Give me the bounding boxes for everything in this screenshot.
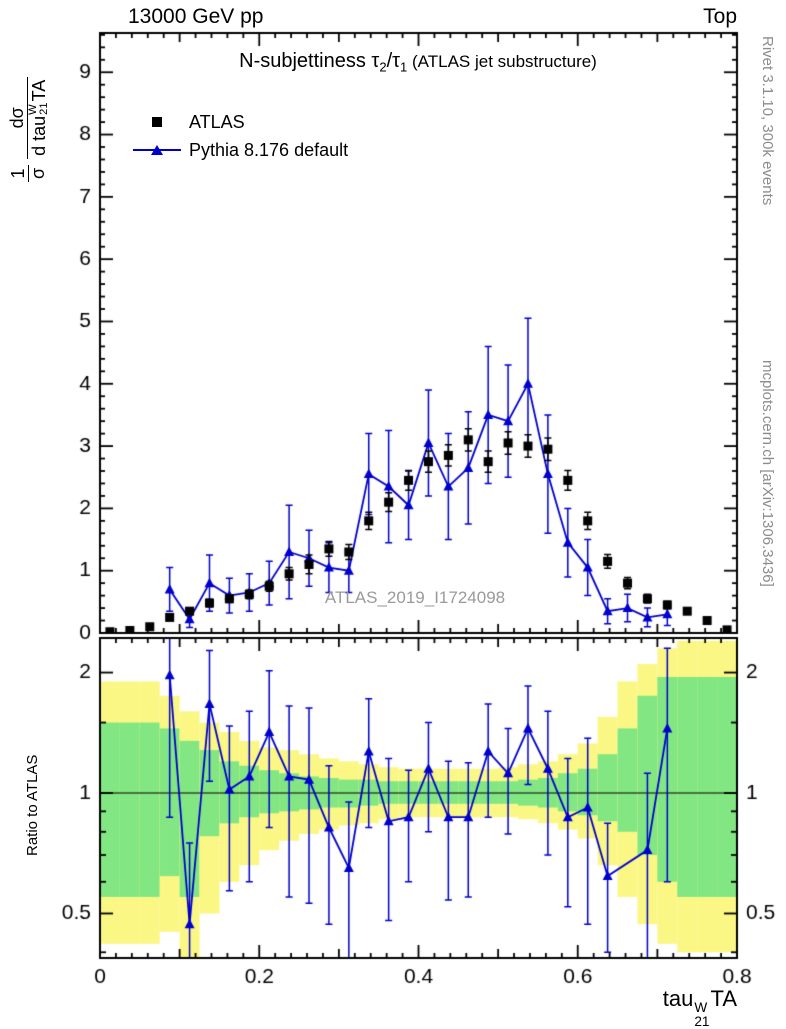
- ratio-y-axis-label: Ratio to ATLAS: [24, 754, 41, 856]
- tau-superscript-subscript: W 21: [26, 102, 51, 115]
- legend-item-pythia: Pythia 8.176 default: [133, 136, 348, 164]
- legend-label-pythia: Pythia 8.176 default: [189, 139, 349, 160]
- y-axis-frac-2: dσ d tau W 21 TA: [7, 76, 51, 159]
- y-axis-label: 1 σ dσ d tau W 21 TA: [7, 76, 51, 182]
- mcplots-arxiv-note: mcplots.cern.ch [arXiv:1306.3436]: [759, 360, 776, 587]
- process-label: Top: [703, 5, 737, 28]
- atlas-square-marker-icon: [133, 113, 181, 131]
- pythia-triangle-line-marker-icon: [133, 141, 181, 159]
- x-axis-label: tau W 21 TA: [662, 986, 737, 1029]
- plot-title: N-subjettiness τ2/τ1 (ATLAS jet substruc…: [239, 50, 597, 75]
- y-axis-frac-1: 1 σ: [8, 164, 49, 182]
- legend-label-atlas: ATLAS: [189, 111, 245, 132]
- collision-energy-label: 13000 GeV pp: [128, 5, 264, 28]
- tau-superscript-subscript: W 21: [694, 1000, 710, 1029]
- analysis-id-watermark: ATLAS_2019_I1724098: [324, 588, 506, 607]
- legend: ATLAS Pythia 8.176 default: [133, 108, 348, 164]
- legend-item-atlas: ATLAS: [133, 108, 348, 136]
- rivet-version-note: Rivet 3.1.10, 300k events: [759, 36, 776, 206]
